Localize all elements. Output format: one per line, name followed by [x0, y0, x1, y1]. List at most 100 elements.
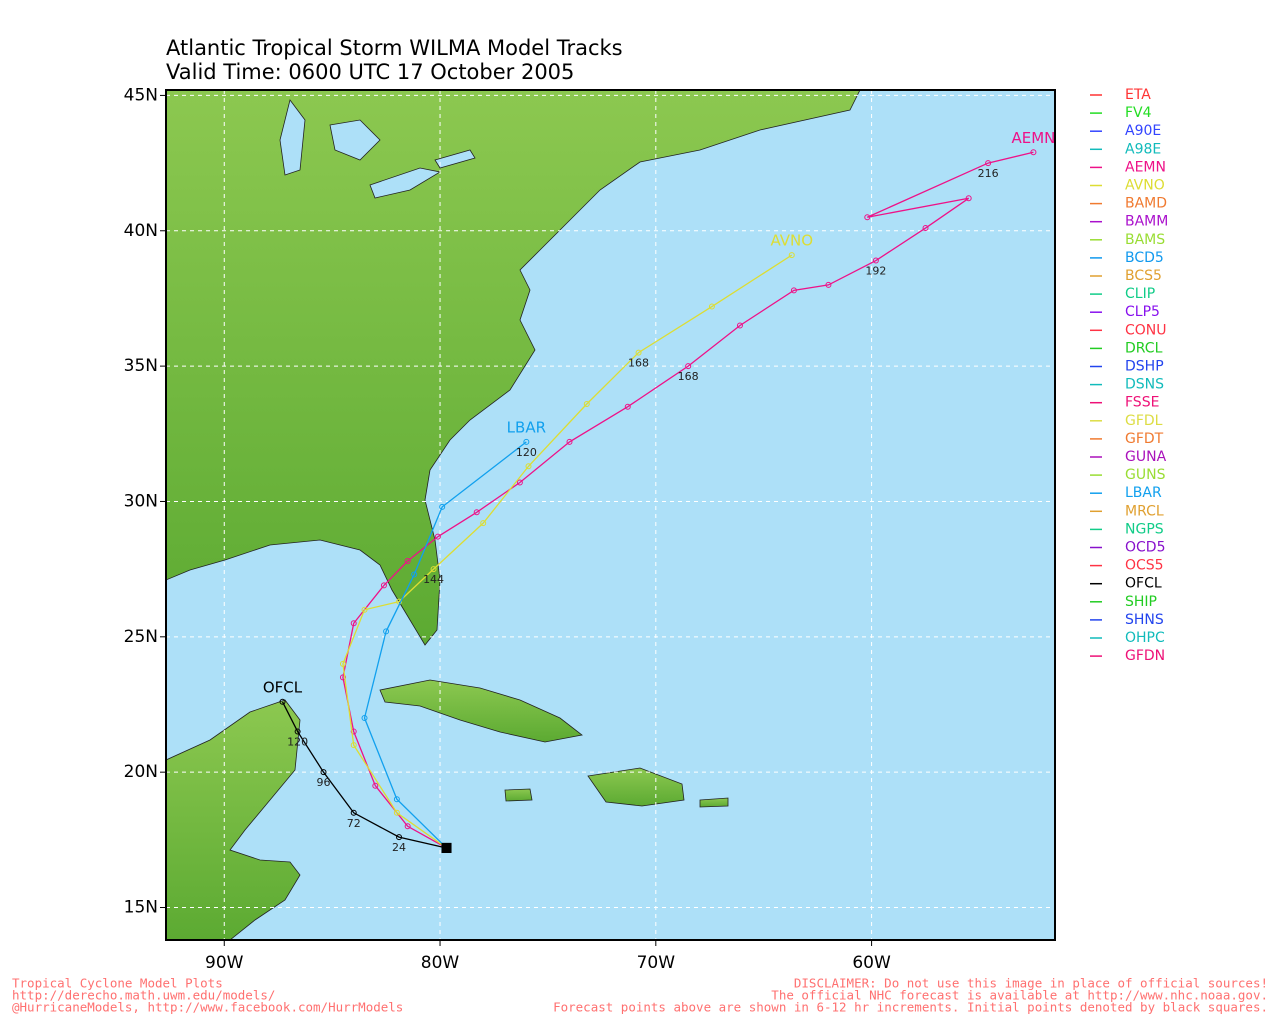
forecast-hour: 120: [287, 736, 308, 749]
track-point: [825, 281, 832, 288]
track-point: [339, 674, 346, 681]
track-point: [985, 160, 992, 167]
track-point: [279, 698, 286, 705]
track-point: [320, 769, 327, 776]
y-tick-label: 20N: [124, 762, 158, 782]
legend-label: GUNA: [1125, 449, 1167, 465]
forecast-hour: 72: [347, 817, 361, 830]
track-point: [480, 520, 487, 527]
track-point: [361, 606, 368, 613]
track-point: [350, 742, 357, 749]
track-point: [583, 401, 590, 408]
track-point: [434, 533, 441, 540]
title: Atlantic Tropical Storm WILMA Model Trac…: [166, 36, 623, 60]
legend-label: OFCL: [1125, 576, 1162, 592]
legend-label: SHNS: [1125, 612, 1164, 628]
footer-left: @HurricaneModels, http://www.facebook.co…: [12, 1000, 403, 1015]
map: 168 192 216 AEMN 144 168 AVNO 120 LBAR 24 72 96 120 O…: [166, 90, 1055, 940]
track-point: [350, 620, 357, 627]
track-point: [339, 660, 346, 667]
track-point: [473, 509, 480, 516]
forecast-hour: 96: [317, 776, 331, 789]
legend-label: FSSE: [1125, 395, 1159, 411]
footer-right: Forecast points above are shown in 6-12 …: [553, 1000, 1268, 1015]
legend-label: A98E: [1125, 141, 1161, 157]
land-puerto-rico: [699, 797, 729, 808]
forecast-hour: 216: [978, 167, 999, 180]
legend-label: SHIP: [1125, 594, 1157, 610]
forecast-hour: 120: [516, 446, 537, 459]
y-tick-label: 30N: [124, 491, 158, 511]
legend-label: MRCL: [1125, 503, 1164, 519]
footer-left: Tropical Cyclone Model Plots: [12, 976, 223, 991]
legend-label: DSNS: [1125, 377, 1164, 393]
track-name: LBAR: [507, 418, 546, 436]
legend-label: GUNS: [1125, 467, 1166, 483]
track-point: [361, 715, 368, 722]
track-point: [294, 728, 301, 735]
lake: [369, 167, 442, 199]
track-point: [404, 823, 411, 830]
land-hispaniola: [587, 767, 685, 807]
y-tick-label: 15N: [124, 898, 158, 918]
forecast-hour: 24: [392, 841, 406, 854]
track-point: [516, 479, 523, 486]
x-tick-label: 90W: [205, 953, 244, 973]
legend-label: BAMS: [1125, 232, 1165, 248]
legend-label: BCS5: [1125, 268, 1162, 284]
legend-label: FV4: [1125, 105, 1152, 121]
track-point: [404, 558, 411, 565]
y-tick-label: 45N: [124, 85, 158, 105]
track-line: [281, 701, 447, 849]
land-cuba: [379, 679, 583, 743]
legend-label: BCD5: [1125, 250, 1164, 266]
track-point: [439, 503, 446, 510]
track-name: OFCL: [263, 678, 303, 696]
legend-label: A90E: [1125, 123, 1161, 139]
track-point: [411, 571, 418, 578]
legend-label: CONU: [1125, 322, 1167, 338]
y-tick-label: 35N: [124, 356, 158, 376]
track-point: [430, 566, 437, 573]
x-tick-label: 80W: [421, 953, 460, 973]
track-point: [383, 628, 390, 635]
track-point: [396, 834, 403, 841]
footer-right: The official NHC forecast is available a…: [771, 988, 1268, 1003]
forecast-hour: 168: [628, 357, 649, 370]
track-point: [872, 257, 879, 264]
track-point: [922, 225, 929, 232]
legend-label: AVNO: [1125, 178, 1165, 194]
legend-label: CLP5: [1125, 304, 1160, 320]
legend-label: BAMD: [1125, 196, 1167, 212]
track-point: [566, 438, 573, 445]
track-point: [525, 463, 532, 470]
track-point: [685, 363, 692, 370]
lake: [279, 99, 306, 176]
subtitle: Valid Time: 0600 UTC 17 October 2005: [166, 60, 574, 84]
legend-label: NGPS: [1125, 521, 1164, 537]
track-point: [393, 809, 400, 816]
legend-label: OCD5: [1125, 540, 1165, 556]
track-name: AEMN: [1011, 129, 1055, 147]
track-point: [380, 582, 387, 589]
track-point: [736, 322, 743, 329]
track-point: [523, 438, 530, 445]
legend-label: CLIP: [1125, 286, 1155, 302]
legend-label: OHPC: [1125, 630, 1165, 646]
track-point: [790, 287, 797, 294]
forecast-hour: 168: [678, 370, 699, 383]
track-point: [788, 252, 795, 259]
forecast-hour: 192: [865, 265, 886, 278]
legend-label: DSHP: [1125, 359, 1164, 375]
track-point: [350, 809, 357, 816]
track-point: [1030, 149, 1037, 156]
track-point: [393, 796, 400, 803]
track-point: [350, 728, 357, 735]
track-name: AVNO: [770, 232, 813, 250]
x-tick-label: 70W: [637, 953, 676, 973]
legend-label: DRCL: [1125, 340, 1163, 356]
track-point: [624, 403, 631, 410]
y-tick-label: 40N: [124, 221, 158, 241]
y-tick-label: 25N: [124, 627, 158, 647]
